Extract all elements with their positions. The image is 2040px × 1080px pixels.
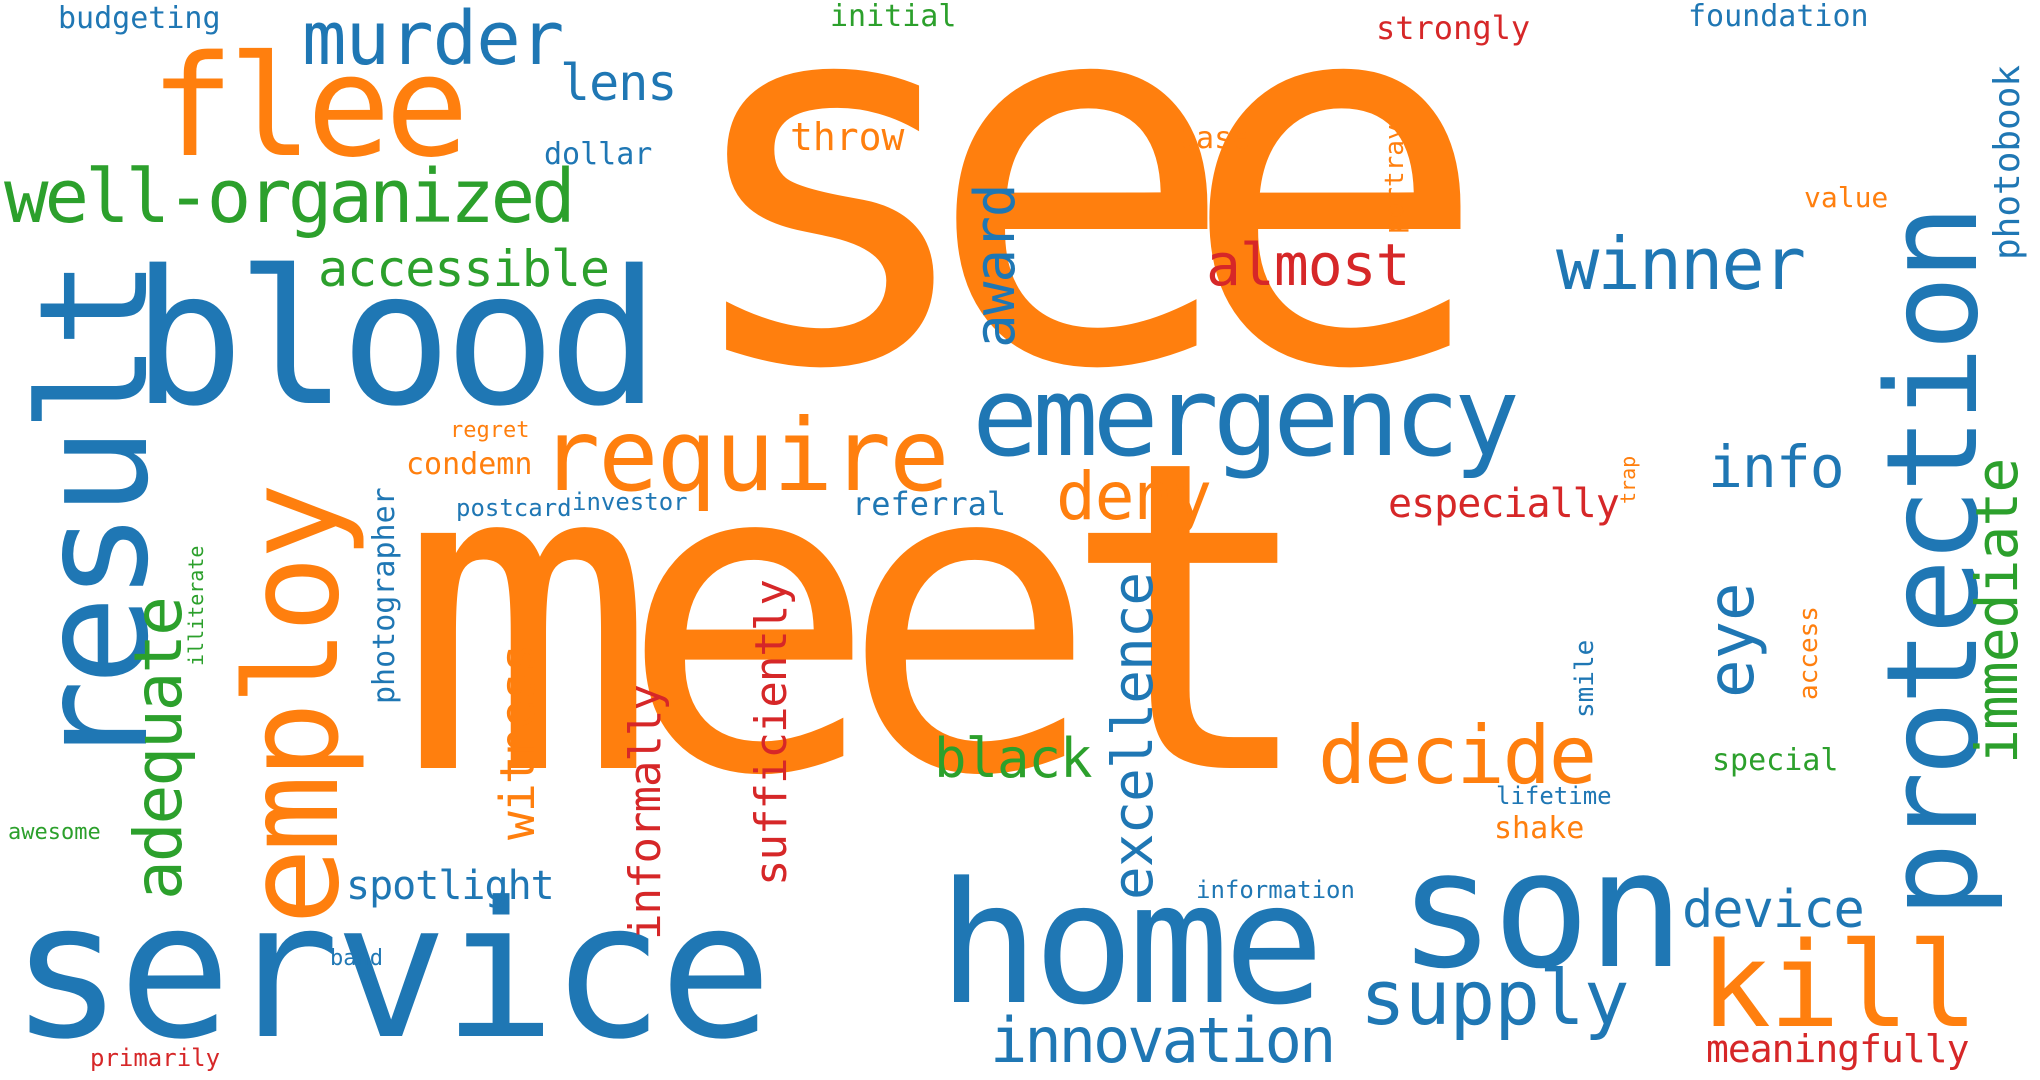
word-supply: supply	[1360, 953, 1630, 1042]
word-photobook: photobook	[1987, 64, 2028, 260]
word-employ: employ	[219, 486, 368, 925]
word-regret: regret	[450, 418, 530, 443]
word-spotlight: spotlight	[346, 863, 555, 909]
word-accessible: accessible	[318, 240, 610, 298]
word-murder: murder	[302, 0, 564, 82]
word-require: require	[540, 397, 949, 514]
word-blood: blood	[132, 230, 660, 447]
word-especially: especially	[1388, 481, 1620, 527]
word-informally: informally	[620, 685, 671, 940]
word-almost: almost	[1206, 231, 1411, 299]
word-information: information	[1196, 876, 1355, 904]
word-photographer: photographer	[367, 487, 402, 704]
word-meet: meet	[398, 370, 1320, 870]
word-strongly: strongly	[1376, 9, 1531, 47]
word-kill: kill	[1700, 916, 1978, 1054]
word-service: service	[10, 862, 772, 1080]
word-flee: flee	[150, 26, 469, 189]
word-dollar: dollar	[544, 137, 653, 172]
word-referral: referral	[852, 485, 1007, 523]
word-access: access	[1794, 606, 1824, 700]
word-primarily: primarily	[90, 1044, 221, 1072]
word-investor: investor	[572, 488, 688, 516]
word-base: base	[1178, 121, 1251, 156]
word-black: black	[934, 727, 1093, 790]
word-condemn: condemn	[406, 447, 533, 482]
word-value: value	[1804, 181, 1889, 214]
word-innovation: innovation	[990, 1004, 1336, 1077]
word-lens: lens	[560, 54, 677, 112]
word-eye: eye	[1695, 582, 1769, 698]
word-band: band	[330, 946, 383, 971]
word-adequate: adequate	[120, 598, 197, 900]
word-awesome: awesome	[8, 820, 101, 845]
word-illiterate: illiterate	[184, 545, 208, 666]
word-deny: deny	[1056, 458, 1212, 535]
word-sufficiently: sufficiently	[746, 580, 797, 886]
word-lifetime: lifetime	[1496, 782, 1612, 810]
word-well-organized: well-organized	[4, 154, 576, 240]
word-award: award	[963, 184, 1028, 348]
word-winner: winner	[1556, 222, 1806, 306]
word-portray: portray	[1380, 124, 1410, 234]
word-excellence: excellence	[1101, 572, 1166, 900]
word-device: device	[1682, 880, 1865, 940]
word-postcard: postcard	[456, 494, 572, 522]
word-special: special	[1712, 743, 1839, 778]
word-immediate: immediate	[1963, 458, 2031, 764]
word-son: son	[1398, 817, 1685, 1005]
word-initial: initial	[830, 0, 957, 34]
word-decide: decide	[1318, 709, 1597, 802]
word-info: info	[1708, 433, 1845, 501]
word-trap: trap	[1616, 455, 1640, 504]
word-smile: smile	[1570, 639, 1600, 718]
word-meaningfully: meaningfully	[1706, 1027, 1970, 1071]
word-see: see	[672, 0, 1491, 483]
word-budgeting: budgeting	[58, 1, 221, 36]
word-throw: throw	[790, 115, 905, 159]
word-witness: witness	[490, 644, 546, 840]
word-foundation: foundation	[1688, 0, 1869, 34]
word-shake: shake	[1494, 811, 1585, 846]
word-emergency: emergency	[972, 353, 1520, 481]
word-home: home	[938, 846, 1325, 1042]
